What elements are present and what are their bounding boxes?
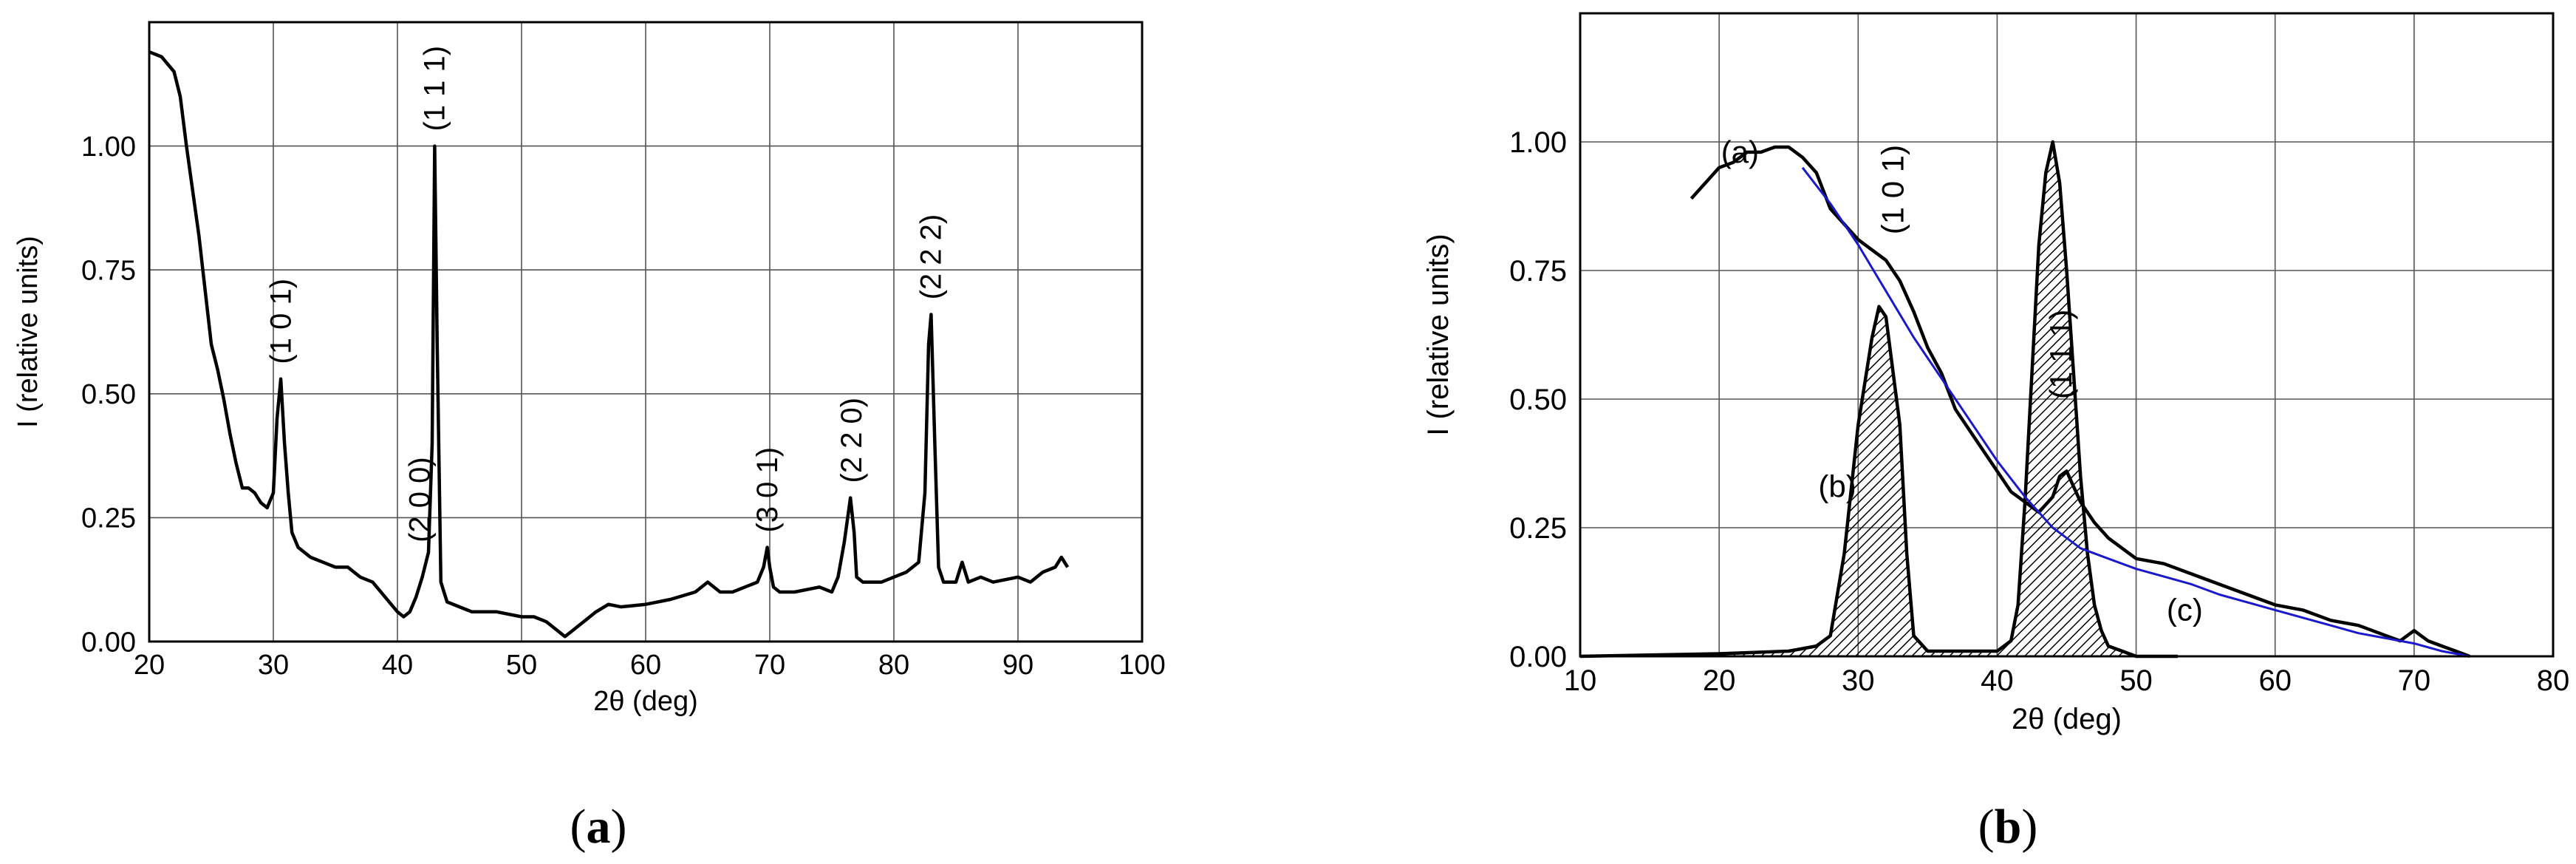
x-tick-label: 80 — [878, 650, 909, 681]
peak-annotation: (2 0 0) — [404, 457, 437, 542]
chart-a: 20 30 40 50 60 70 80 90 100 0.00 0.25 0.50 0.75 1.00 2… — [13, 21, 1166, 717]
y-axis-label: I (relative units) — [13, 236, 44, 428]
x-axis-label: 2θ (deg) — [593, 686, 698, 717]
peak-annotation: (1 1 1) — [2043, 310, 2078, 399]
x-tick-label: 70 — [754, 650, 785, 681]
x-tick-label: 20 — [134, 650, 165, 681]
y-tick-label: 0.25 — [81, 503, 136, 534]
peak-annotation: (2 2 0) — [836, 398, 868, 483]
peak-annotation: (1 0 1) — [264, 279, 297, 364]
x-tick-label: 40 — [382, 650, 413, 681]
peak-annotation: (3 0 1) — [751, 447, 784, 533]
x-tick-label: 70 — [2398, 664, 2431, 697]
series-area-1 — [1580, 142, 2178, 656]
y-tick-label: 0.00 — [1509, 641, 1567, 673]
y-tick-label: 0.50 — [1509, 384, 1567, 416]
panel-label-a: (a) — [570, 800, 627, 854]
y-tick-label: 0.75 — [1509, 255, 1567, 288]
series-line-2 — [1801, 166, 2470, 658]
y-axis-label: I (relative units) — [1422, 234, 1455, 435]
x-tick-label: 60 — [630, 650, 661, 681]
panel-label-b: (b) — [1978, 800, 2038, 854]
y-tick-label: 1.00 — [81, 132, 136, 163]
plot-frame — [148, 21, 1144, 643]
x-tick-label: 40 — [1981, 664, 2014, 697]
x-tick-label: 10 — [1564, 664, 1597, 697]
plot-frame — [1579, 12, 2555, 658]
peak-annotation: (a) — [1721, 135, 1759, 169]
series-line-0 — [148, 50, 1070, 639]
x-tick-label: 90 — [1002, 650, 1034, 681]
peak-annotation: (2 2 2) — [915, 214, 948, 300]
x-tick-label: 50 — [506, 650, 537, 681]
x-tick-label: 100 — [1118, 650, 1165, 681]
peak-annotation: (1 1 1) — [419, 46, 451, 132]
y-tick-label: 1.00 — [1509, 126, 1567, 159]
x-tick-label: 30 — [1842, 664, 1875, 697]
x-tick-label: 20 — [1703, 664, 1736, 697]
peak-annotation: (b) — [1818, 469, 1856, 503]
x-tick-label: 30 — [258, 650, 289, 681]
peak-annotation: (1 0 1) — [1875, 145, 1910, 234]
y-tick-label: 0.75 — [81, 256, 136, 287]
chart-b: 10 20 30 40 50 60 70 80 0.00 0.25 0.50 0.75 1.00 2θ (… — [1422, 12, 2570, 735]
x-tick-label: 60 — [2258, 664, 2292, 697]
x-tick-label: 50 — [2119, 664, 2153, 697]
series-line-1 — [1579, 140, 2178, 659]
x-tick-label: 80 — [2537, 664, 2570, 697]
y-tick-label: 0.25 — [1509, 512, 1567, 545]
y-tick-label: 0.00 — [81, 627, 136, 658]
y-tick-label: 0.50 — [81, 379, 136, 410]
peak-annotation: (c) — [2167, 592, 2203, 627]
x-axis-label: 2θ (deg) — [2012, 703, 2122, 735]
